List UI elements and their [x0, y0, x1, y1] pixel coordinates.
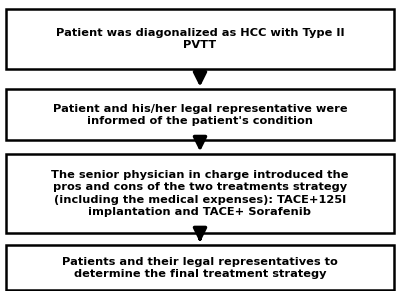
Text: Patients and their legal representatives to
determine the final treatment strate: Patients and their legal representatives…: [62, 257, 338, 279]
Text: The senior physician in charge introduced the
pros and cons of the two treatment: The senior physician in charge introduce…: [51, 170, 349, 217]
FancyBboxPatch shape: [6, 154, 394, 233]
FancyBboxPatch shape: [6, 245, 394, 290]
Text: Patient and his/her legal representative were
informed of the patient's conditio: Patient and his/her legal representative…: [53, 104, 347, 126]
FancyBboxPatch shape: [6, 90, 394, 141]
FancyBboxPatch shape: [6, 10, 394, 69]
Text: Patient was diagonalized as HCC with Type II
PVTT: Patient was diagonalized as HCC with Typ…: [56, 28, 344, 50]
